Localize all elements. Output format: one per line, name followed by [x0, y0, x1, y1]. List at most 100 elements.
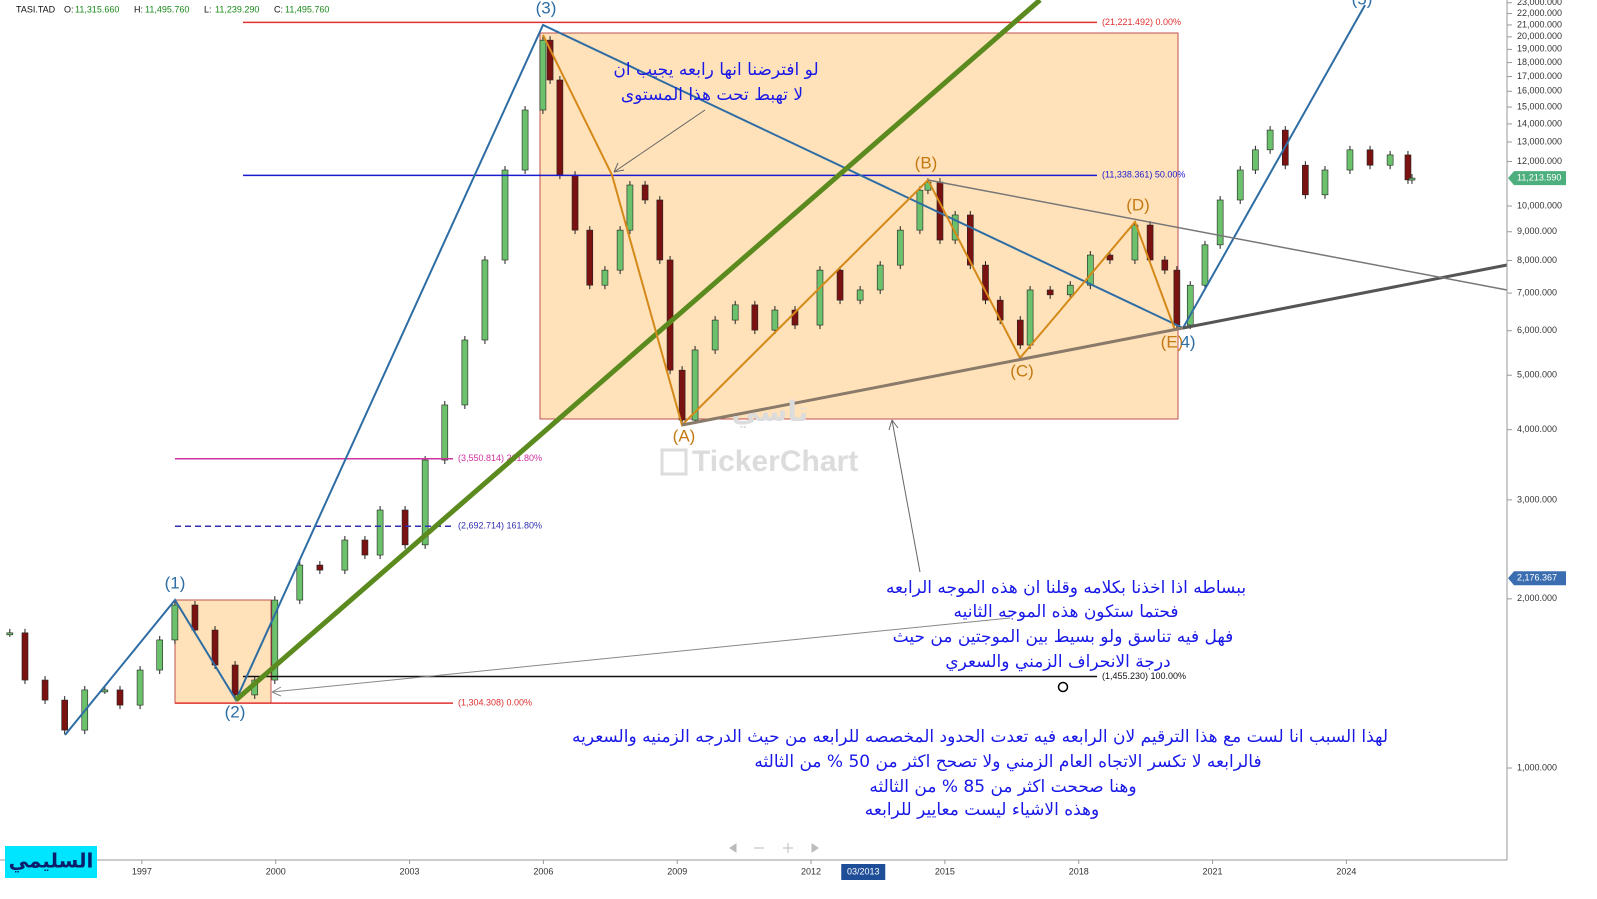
annotation: وهنا صححت اكثر من 85 % من الثالثه: [869, 777, 1136, 797]
candle: [1066, 284, 1074, 296]
candle: [1201, 244, 1209, 286]
header-key: L:: [204, 4, 212, 14]
author: السليمي: [9, 849, 94, 874]
symbol: TASI.TAD: [16, 4, 56, 14]
wave-label: (B): [915, 153, 938, 172]
wave-label: (D): [1126, 195, 1150, 214]
candle: [116, 689, 124, 706]
watermark: تاسي TickerChart: [660, 395, 858, 478]
x-tick-label: 2021: [1203, 866, 1223, 876]
candle: [856, 289, 864, 301]
annotation: فالرابعه لا تكسر الاتجاه العام الزمني ول…: [754, 752, 1261, 772]
triangle-line: [681, 326, 1184, 427]
candle: [1366, 149, 1374, 166]
crosshair-label: 03/2013: [847, 866, 880, 876]
candle: [1106, 254, 1114, 261]
candle: [1404, 154, 1412, 181]
candle: [61, 699, 68, 731]
candle: [136, 669, 144, 706]
candle: [171, 604, 179, 641]
candle: [231, 664, 239, 696]
x-tick-label: 2006: [533, 866, 553, 876]
crosshair-tag: [841, 864, 886, 880]
triangle-line: [1182, 263, 1508, 330]
y-tick-label: 14,000.000: [1517, 118, 1562, 128]
wave-line: [64, 4, 1366, 736]
header-key: O:: [64, 4, 74, 14]
x-tick-label: 2024: [1336, 866, 1356, 876]
candle: [376, 509, 384, 556]
candle: [816, 269, 824, 326]
x-tick-label: 2012: [801, 866, 821, 876]
header-value: 11,315.660: [75, 4, 119, 14]
candle: [1266, 129, 1274, 151]
arrow: [271, 617, 1011, 697]
y-tick-label: 21,000.000: [1517, 19, 1562, 29]
level-label: (1,304.308) 0.00%: [458, 698, 532, 708]
wave-label: 4): [1180, 332, 1195, 351]
candle: [1173, 269, 1181, 326]
candle: [21, 632, 29, 681]
wave-label: (C): [1010, 361, 1034, 380]
candle: [666, 259, 674, 371]
candle: [341, 539, 349, 571]
header-value: 11,239.290: [215, 4, 259, 14]
y-tick-label: 12,000.000: [1517, 156, 1562, 166]
arrow: [888, 419, 921, 573]
x-tick-label: 2009: [667, 866, 687, 876]
candle: [481, 259, 489, 341]
wave-label: (A): [673, 426, 696, 445]
x-tick-label: 1997: [132, 866, 152, 876]
y-tick-label: 22,000.000: [1517, 8, 1562, 18]
triangle-line: [927, 179, 1508, 291]
candle: [1252, 149, 1259, 171]
candle: [1408, 177, 1416, 181]
candle: [539, 39, 547, 111]
y-tick-label: 23,000.000: [1517, 0, 1562, 7]
candle: [191, 604, 199, 631]
y-tick-label: 5,000.000: [1517, 370, 1557, 380]
candle: [916, 189, 924, 231]
price-tag-label: 11,213.590: [1517, 172, 1561, 182]
y-tick-label: 7,000.000: [1517, 287, 1557, 297]
annotation: لو افترضنا انها رابعه يجيب ان: [613, 60, 818, 80]
candle: [421, 459, 429, 546]
arrow: [613, 109, 706, 173]
y-tick-label: 9,000.000: [1517, 226, 1557, 236]
watermark-text: تاسي: [732, 395, 809, 428]
y-tick-label: 2,000.000: [1517, 593, 1557, 603]
price-tag-label: 2,176.367: [1517, 573, 1557, 583]
annotation: لهذا السبب انا لست مع هذا الترقيم لان ال…: [572, 727, 1388, 747]
candle: [571, 174, 579, 231]
x-tick-label: 2015: [935, 866, 955, 876]
candle: [967, 214, 974, 266]
candle: [1046, 289, 1054, 296]
candle: [586, 229, 594, 286]
wave-label: (1): [165, 573, 186, 592]
candle: [1087, 254, 1094, 286]
y-tick-label: 15,000.000: [1517, 101, 1562, 111]
candle: [1386, 154, 1394, 166]
candle: [6, 632, 14, 636]
candle: [836, 269, 844, 301]
candle: [211, 629, 219, 666]
candle: [296, 564, 304, 601]
candle: [1161, 259, 1169, 271]
y-tick-label: 18,000.000: [1517, 57, 1562, 67]
candle: [441, 404, 449, 461]
nav-controls: [729, 843, 819, 853]
annotation: درجة الانحراف الزمني والسعري: [945, 652, 1170, 672]
wave-label: (3): [536, 0, 557, 17]
candle: [656, 199, 664, 261]
y-tick-label: 8,000.000: [1517, 255, 1557, 265]
candle: [771, 309, 779, 331]
annotation: لا تهبط تحت هذا المستوى: [621, 85, 803, 105]
annotations: لو افترضنا انها رابعه يجيب ان لا تهبط تح…: [572, 60, 1388, 820]
trend-line: [234, 0, 1042, 702]
header-key: H:: [134, 4, 143, 14]
levels: (21,221.492) 0.00% (11,338.361) 50.00% (3,…: [175, 17, 1186, 708]
candle: [641, 184, 649, 201]
x-tick-label: 2000: [266, 866, 286, 876]
